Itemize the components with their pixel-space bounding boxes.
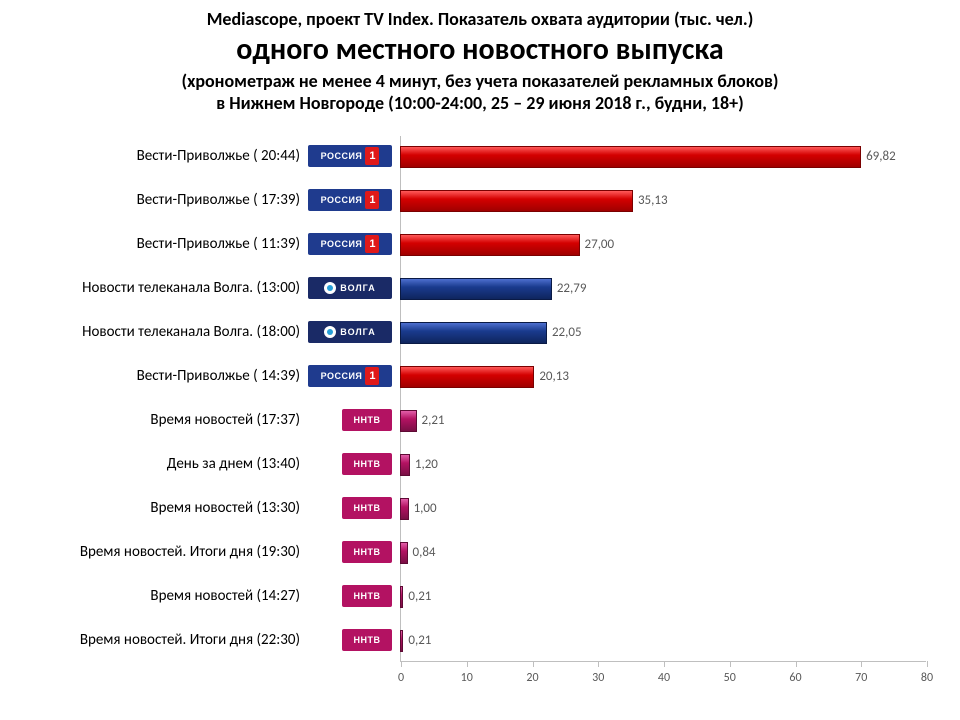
bar-row: Новости телеканала Волга. (18:00) ВОЛГА 22… bbox=[40, 318, 926, 346]
bar-row: День за днем (13:40) ННТВ 1,20 bbox=[40, 450, 926, 478]
bar-fill: 1,00 bbox=[400, 498, 409, 520]
y-axis-label: Время новостей. Итоги дня (19:30) bbox=[40, 538, 300, 566]
bar-value-label: 0,21 bbox=[408, 631, 431, 651]
bar: 69,82 bbox=[400, 146, 861, 166]
bar-row: Время новостей (17:37) ННТВ 2,21 bbox=[40, 406, 926, 434]
bar-fill: 22,79 bbox=[400, 278, 552, 300]
y-axis-label: Новости телеканала Волга. (13:00) bbox=[40, 274, 300, 302]
bar: 35,13 bbox=[400, 190, 633, 210]
bar-value-label: 69,82 bbox=[866, 147, 896, 167]
rossia1-logo: РОССИЯ1 bbox=[308, 365, 392, 387]
bar-row: Вести-Приволжье ( 20:44) РОССИЯ1 69,82 bbox=[40, 142, 926, 170]
bar-fill: 1,20 bbox=[400, 454, 410, 476]
bar-value-label: 2,21 bbox=[422, 411, 445, 431]
nntv-logo: ННТВ bbox=[342, 453, 392, 475]
nntv-logo: ННТВ bbox=[342, 541, 392, 563]
bar: 1,20 bbox=[400, 454, 410, 474]
bar-fill: 20,13 bbox=[400, 366, 534, 388]
bar: 20,13 bbox=[400, 366, 534, 386]
bar-row: Вести-Приволжье ( 14:39) РОССИЯ1 20,13 bbox=[40, 362, 926, 390]
bar-value-label: 1,00 bbox=[414, 499, 437, 519]
bar-value-label: 22,05 bbox=[552, 323, 582, 343]
rossia1-logo: РОССИЯ1 bbox=[308, 189, 392, 211]
x-tick bbox=[533, 661, 534, 667]
bar: 2,21 bbox=[400, 410, 417, 430]
title-line2: одного местного новостного выпуска bbox=[40, 33, 920, 66]
bar-row: Время новостей. Итоги дня (22:30) ННТВ 0,2… bbox=[40, 626, 926, 654]
nntv-logo: ННТВ bbox=[342, 629, 392, 651]
bar-fill: 0,84 bbox=[400, 542, 408, 564]
title-line1: Mediascope, проект TV Index. Показатель … bbox=[40, 8, 920, 31]
rossia1-logo: РОССИЯ1 bbox=[308, 145, 392, 167]
bar-fill: 0,21 bbox=[400, 586, 403, 608]
nntv-logo: ННТВ bbox=[342, 585, 392, 607]
y-axis-label: Время новостей (13:30) bbox=[40, 494, 300, 522]
x-tick bbox=[664, 661, 665, 667]
nntv-logo: ННТВ bbox=[342, 409, 392, 431]
bar: 22,79 bbox=[400, 278, 552, 298]
bar-row: Время новостей (13:30) ННТВ 1,00 bbox=[40, 494, 926, 522]
x-tick bbox=[927, 661, 928, 667]
bar-fill: 69,82 bbox=[400, 146, 861, 168]
bar-value-label: 0,84 bbox=[413, 543, 436, 563]
bar: 27,00 bbox=[400, 234, 580, 254]
nntv-logo: ННТВ bbox=[342, 497, 392, 519]
x-tick-label: 80 bbox=[921, 671, 933, 685]
x-tick-label: 70 bbox=[855, 671, 867, 685]
x-tick bbox=[598, 661, 599, 667]
x-tick bbox=[796, 661, 797, 667]
x-tick-label: 20 bbox=[526, 671, 538, 685]
x-tick bbox=[467, 661, 468, 667]
bar: 1,00 bbox=[400, 498, 409, 518]
x-tick-label: 30 bbox=[592, 671, 604, 685]
bar: 0,84 bbox=[400, 542, 408, 562]
x-tick bbox=[861, 661, 862, 667]
bar: 0,21 bbox=[400, 586, 403, 606]
x-tick-label: 0 bbox=[398, 671, 404, 685]
bar-chart: 0 10 20 30 40 50 60 70 80 Вести-Приволжье ( 20:4… bbox=[40, 136, 936, 692]
x-tick-label: 40 bbox=[658, 671, 670, 685]
y-axis-label: День за днем (13:40) bbox=[40, 450, 300, 478]
x-tick bbox=[401, 661, 402, 667]
bar-row: Время новостей (14:27) ННТВ 0,21 bbox=[40, 582, 926, 610]
bar: 22,05 bbox=[400, 322, 547, 342]
title-block: Mediascope, проект TV Index. Показатель … bbox=[40, 0, 920, 115]
bar-value-label: 27,00 bbox=[585, 235, 615, 255]
bar-fill: 0,21 bbox=[400, 630, 403, 652]
bar-fill: 2,21 bbox=[400, 410, 417, 432]
bar: 0,21 bbox=[400, 630, 403, 650]
y-axis-label: Вести-Приволжье ( 11:39) bbox=[40, 230, 300, 258]
y-axis-label: Время новостей. Итоги дня (22:30) bbox=[40, 626, 300, 654]
y-axis-label: Вести-Приволжье ( 14:39) bbox=[40, 362, 300, 390]
y-axis-label: Новости телеканала Волга. (18:00) bbox=[40, 318, 300, 346]
volga-logo: ВОЛГА bbox=[308, 321, 392, 343]
bar-row: Время новостей. Итоги дня (19:30) ННТВ 0,8… bbox=[40, 538, 926, 566]
title-line4: в Нижнем Новгороде (10:00-24:00, 25 – 29… bbox=[40, 92, 920, 115]
volga-logo: ВОЛГА bbox=[308, 277, 392, 299]
bar-value-label: 22,79 bbox=[557, 279, 587, 299]
y-axis-label: Вести-Приволжье ( 17:39) bbox=[40, 186, 300, 214]
bar-row: Вести-Приволжье ( 11:39) РОССИЯ1 27,00 bbox=[40, 230, 926, 258]
x-tick bbox=[730, 661, 731, 667]
bar-fill: 35,13 bbox=[400, 190, 633, 212]
y-axis-label: Время новостей (14:27) bbox=[40, 582, 300, 610]
bar-fill: 27,00 bbox=[400, 234, 580, 256]
title-line3: (хронометраж не менее 4 минут, без учета… bbox=[40, 70, 920, 93]
y-axis-label: Время новостей (17:37) bbox=[40, 406, 300, 434]
bar-value-label: 20,13 bbox=[539, 367, 569, 387]
bar-row: Новости телеканала Волга. (13:00) ВОЛГА 22… bbox=[40, 274, 926, 302]
x-tick-label: 10 bbox=[461, 671, 473, 685]
chart-container: { "titles": { "line1": "Mediascope, прое… bbox=[0, 0, 960, 720]
bar-value-label: 35,13 bbox=[638, 191, 668, 211]
x-tick-label: 60 bbox=[789, 671, 801, 685]
rossia1-logo: РОССИЯ1 bbox=[308, 233, 392, 255]
bar-row: Вести-Приволжье ( 17:39) РОССИЯ1 35,13 bbox=[40, 186, 926, 214]
bar-fill: 22,05 bbox=[400, 322, 547, 344]
x-tick-label: 50 bbox=[724, 671, 736, 685]
y-axis-label: Вести-Приволжье ( 20:44) bbox=[40, 142, 300, 170]
bar-value-label: 0,21 bbox=[408, 587, 431, 607]
bar-value-label: 1,20 bbox=[415, 455, 438, 475]
